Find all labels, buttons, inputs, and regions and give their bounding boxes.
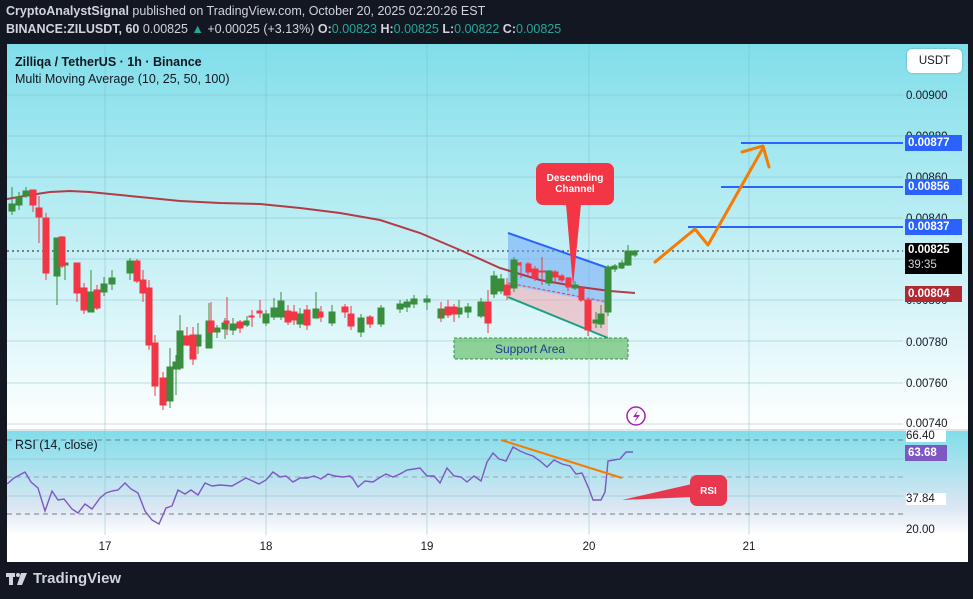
tradingview-logo-icon	[6, 572, 27, 585]
price-axis[interactable]	[903, 44, 968, 429]
symbol-label: BINANCE:ZILUSDT, 60	[6, 22, 140, 36]
symbol-title[interactable]: Zilliqa / TetherUS · 1h · Binance	[15, 55, 202, 69]
last-price: 0.00825	[142, 22, 189, 36]
close-value: 0.00825	[516, 22, 562, 36]
price-tick: 0.00740	[906, 418, 948, 430]
rsi-tick-min: 20.00	[906, 524, 935, 536]
chart-legend: Zilliqa / TetherUS · 1h · Binance Multi …	[15, 54, 229, 88]
price-grid	[7, 94, 903, 425]
target-price-tag-2[interactable]: 0.00856	[905, 179, 962, 195]
rsi-legend[interactable]: RSI (14, close)	[15, 438, 98, 452]
indicator-label[interactable]: Multi Moving Average (10, 25, 50, 100)	[15, 72, 230, 86]
close-label: C:	[502, 22, 516, 36]
rsi-divergence-line[interactable]	[500, 439, 623, 479]
descending-label-line1: Descending	[546, 173, 604, 184]
low-label: L:	[442, 22, 455, 36]
time-tick: 17	[98, 541, 112, 553]
support-area[interactable]	[453, 337, 629, 360]
rsi-callout-label: RSI	[700, 486, 717, 497]
open-value: 0.00823	[331, 22, 377, 36]
candlesticks[interactable]	[8, 187, 638, 410]
rsi-current-tag[interactable]: 63.68	[905, 445, 947, 461]
bar-countdown: 39:35	[908, 259, 937, 271]
symbol-info: BINANCE:ZILUSDT, 60 0.00825 ▲ +0.00025 (…	[6, 22, 561, 36]
current-price-tag[interactable]: 0.00825 39:35	[905, 243, 962, 274]
main-pane[interactable]	[7, 44, 903, 429]
descending-channel-callout[interactable]	[536, 163, 614, 287]
time-axis[interactable]	[7, 535, 968, 562]
lightning-icon[interactable]	[626, 406, 646, 426]
ma-price-tag[interactable]: 0.00804	[905, 286, 962, 302]
rsi-callout[interactable]	[622, 475, 727, 506]
descending-channel[interactable]	[507, 232, 609, 339]
price-tick: 0.00780	[906, 337, 948, 349]
rsi-grid	[7, 458, 903, 497]
time-tick: 18	[259, 541, 273, 553]
time-tick: 20	[582, 541, 596, 553]
descending-label-line2: Channel	[555, 184, 595, 195]
published-text: published on TradingView.com, October 20…	[132, 4, 486, 18]
high-value: 0.00825	[393, 22, 439, 36]
target-price-tag-3[interactable]: 0.00877	[905, 135, 962, 151]
rsi-tick-lower: 37.84	[906, 493, 946, 505]
descending-channel-label: Descending Channel	[536, 173, 614, 195]
price-change: +0.00025 (+3.13%)	[207, 22, 315, 36]
low-value: 0.00822	[454, 22, 500, 36]
price-tick: 0.00900	[906, 90, 948, 102]
open-label: O:	[317, 22, 332, 36]
tradingview-logo[interactable]: TradingView	[6, 570, 121, 587]
price-tick: 0.00760	[906, 378, 948, 390]
time-tick: 19	[420, 541, 434, 553]
up-arrow-icon: ▲	[191, 22, 204, 36]
currency-selector[interactable]: USDT	[907, 49, 962, 73]
rsi-tick-upper: 66.40	[906, 430, 946, 442]
time-tick: 21	[742, 541, 756, 553]
support-area-label: Support Area	[495, 342, 566, 356]
author-name[interactable]: CryptoAnalystSignal	[6, 4, 129, 18]
target-price-tag-1[interactable]: 0.00837	[905, 219, 962, 235]
rsi-pane[interactable]	[7, 431, 903, 535]
high-label: H:	[380, 22, 394, 36]
current-price-value: 0.00825	[908, 244, 950, 256]
projection-arrow[interactable]	[653, 144, 771, 264]
publish-info: CryptoAnalystSignal published on Trading…	[6, 4, 485, 18]
target-lines[interactable]	[688, 142, 903, 228]
brand-name: TradingView	[33, 570, 122, 587]
rsi-line[interactable]	[6, 446, 633, 525]
